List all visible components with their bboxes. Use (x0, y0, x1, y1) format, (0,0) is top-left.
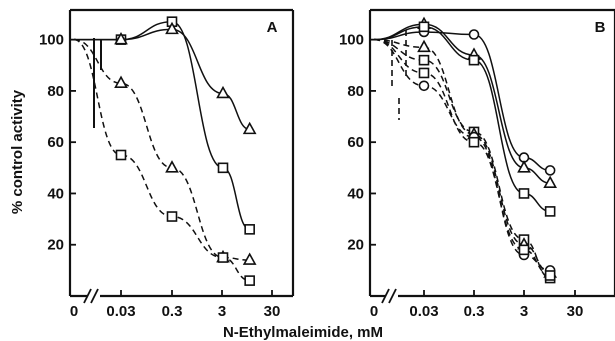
x-tick-label: 3 (520, 303, 528, 320)
x-axis-title: N-Ethylmaleimide, mM (223, 324, 383, 341)
y-tick-label: 60 (347, 134, 364, 151)
panel-letter: B (595, 19, 606, 36)
y-tick-label: 80 (47, 83, 64, 100)
data-point-circle (418, 80, 430, 92)
y-axis-title: % control activity (9, 89, 26, 214)
series-line (373, 26, 551, 213)
series-line (373, 31, 551, 172)
data-point-square (518, 244, 530, 256)
data-point-square (244, 275, 255, 286)
y-tick-label: 20 (47, 237, 64, 254)
data-point-square (544, 206, 556, 217)
data-point-square (418, 21, 430, 33)
data-point-square (468, 54, 480, 66)
x-tick-label: 0.3 (162, 303, 183, 320)
data-point-triangle (417, 39, 431, 53)
data-point-square (518, 188, 530, 199)
data-point-square (244, 224, 255, 235)
x-tick-label: 0.3 (464, 303, 485, 320)
data-point-triangle (242, 121, 257, 135)
data-point-circle (544, 165, 556, 176)
data-point-triangle (543, 175, 557, 188)
panel-letter: A (267, 19, 278, 36)
axis-break-mark (381, 288, 390, 304)
panel-a: 20 40 60 80 100 0 0.03 0.3 3 30 A (39, 8, 295, 320)
series-line (373, 38, 551, 279)
axis-break-mark (83, 288, 92, 304)
data-point-square (217, 162, 229, 174)
data-point-circle (468, 29, 480, 40)
data-point-triangle (517, 160, 531, 173)
data-point-square (217, 252, 229, 263)
x-tick-label: 0 (70, 303, 78, 320)
data-point-square (544, 270, 556, 281)
y-tick-label: 60 (47, 134, 64, 151)
data-point-square (418, 54, 430, 66)
y-tick-label: 80 (347, 83, 364, 100)
x-tick-label: 30 (567, 303, 584, 320)
data-point-triangle (242, 252, 257, 265)
x-tick-label: 0 (370, 303, 378, 320)
y-tick-label: 20 (347, 237, 364, 254)
axis-break-mark (90, 288, 99, 304)
series-line (73, 38, 250, 282)
data-point-triangle (114, 75, 128, 89)
data-point-square (418, 67, 430, 79)
data-point-triangle (216, 85, 230, 99)
x-tick-label: 3 (218, 303, 226, 320)
series-line (373, 38, 551, 274)
x-tick-label: 30 (264, 303, 281, 320)
data-point-triangle (165, 160, 179, 173)
data-point-square (115, 149, 127, 161)
data-point-triangle (165, 21, 179, 35)
y-tick-label: 40 (347, 185, 364, 202)
data-point-square (468, 136, 480, 148)
series-line (73, 38, 250, 261)
axis-break-mark (388, 288, 397, 304)
data-point-square (166, 211, 178, 222)
x-tick-label: 0.03 (409, 303, 438, 320)
x-tick-label: 0.03 (106, 303, 135, 320)
y-tick-label: 100 (339, 32, 364, 49)
panel-b: 20 40 60 80 100 0 0.03 0.3 3 30 B (339, 8, 615, 320)
data-point-triangle (114, 31, 128, 45)
y-tick-label: 100 (39, 32, 64, 49)
y-tick-label: 40 (47, 185, 64, 202)
